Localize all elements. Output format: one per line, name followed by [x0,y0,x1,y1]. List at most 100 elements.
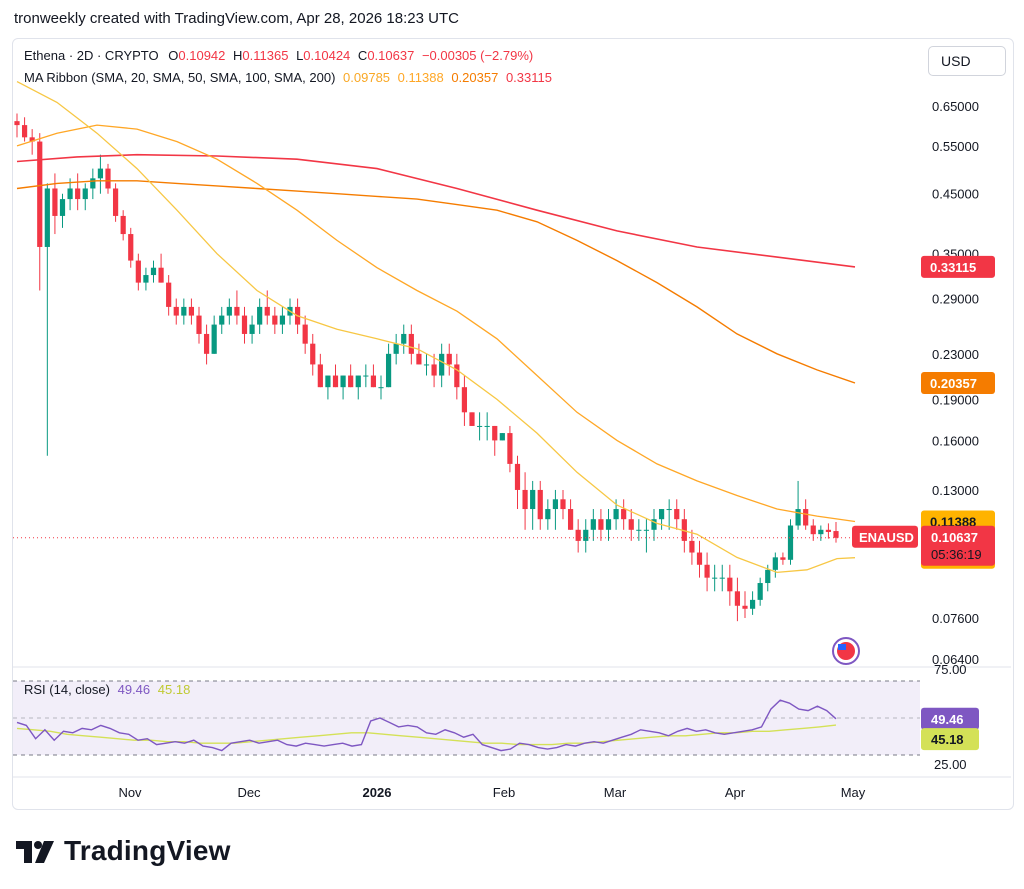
candle-body [810,525,816,535]
candle-body [112,188,119,216]
sma100-line [16,180,856,384]
candle-body [211,324,217,354]
candle-body [666,509,672,511]
price-axis-label-8: 0.13000 [932,483,979,498]
sma50-line [16,124,856,523]
candle-body [317,364,323,388]
candle-body [484,425,490,427]
sma50-value: 0.11388 [397,70,444,85]
last-price-label: 0.10637 [931,530,978,545]
currency-button[interactable]: USD [928,46,1006,76]
time-axis-label-6: May [841,785,866,800]
symbol-label[interactable]: Ethena · 2D · CRYPTO [24,48,159,63]
candle-body [188,306,195,316]
open-label: O [168,48,179,63]
ma-ribbon-legend[interactable]: MA Ribbon (SMA, 20, SMA, 50, SMA, 100, S… [24,70,552,85]
candle-body [499,433,505,441]
candle-body [272,315,278,325]
candle-body [658,509,665,520]
candle-body [241,315,248,334]
candle-body [780,557,786,560]
candle-body [439,353,445,376]
candle-body [681,519,687,541]
candle-body [803,509,809,526]
sma20-line [16,81,856,574]
candle-body [628,519,634,530]
countdown-label: 05:36:19 [931,547,982,562]
rsi-axis-upper: 75.00 [934,662,967,677]
change-value: −0.00305 (−2.79%) [421,48,534,63]
candle-body [14,121,20,126]
candle-body [234,306,240,316]
time-axis-label-1: Dec [237,785,261,800]
price-axis-label-2: 0.45000 [932,187,979,202]
rsi-value-tag [921,707,979,730]
tradingview-logo-icon [16,841,54,863]
candle-body [408,333,414,354]
sma200-value: 0.33115 [505,70,552,85]
candle-body [378,387,384,389]
close-label: C [357,48,368,63]
candle-body [537,489,543,520]
time-axis-label-2: 2026 [363,785,392,800]
candle-body [567,509,574,530]
time-axis-label-4: Mar [604,785,627,800]
candle-body [279,315,286,325]
candle-body [818,529,824,535]
candle-body [393,343,399,354]
candle-body [575,529,581,541]
rsi-value: 49.46 [117,682,151,697]
rsi-title: RSI (14, close) [24,682,110,697]
candle-body [166,282,172,307]
candle-body [749,599,756,609]
candle-body [651,519,657,530]
last-price-tag [921,525,995,566]
candle-body [674,509,680,520]
rsi-ma-line [16,724,837,746]
candle-body [795,509,801,526]
candle-body [82,188,88,200]
rsi-value-tag-label: 49.46 [931,712,964,727]
candle-body [226,306,232,316]
candle-body [507,433,513,464]
candle-body [514,463,521,490]
candle-body [583,529,589,541]
candle-body [765,569,771,584]
candle-body [257,306,263,325]
price-tag-label-1: 0.20357 [930,376,977,391]
price-tag-label-0: 0.33115 [930,260,976,275]
candle-body [97,168,104,179]
candle-body [416,353,422,365]
candle-body [492,425,498,441]
chart-header: tronweekly created with TradingView.com,… [14,10,459,27]
rsi-legend[interactable]: RSI (14, close) 49.46 45.18 [24,682,190,697]
candle-body [401,333,407,344]
high-label: H [233,48,243,63]
candle-body [52,188,58,216]
candle-body [173,306,179,316]
ma-ribbon-title: MA Ribbon (SMA, 20, SMA, 50, SMA, 100, S… [24,70,336,85]
candle-body [787,525,794,560]
candle-body [355,375,361,388]
candle-body [742,605,748,609]
candle-body [476,425,483,427]
candle-body [530,489,536,510]
candle-body [105,168,111,189]
price-tag-label-2: 0.11388 [930,515,976,530]
candle-body [196,315,202,334]
candle-body [598,519,604,530]
candle-body [605,519,612,530]
candle-body [340,375,346,388]
price-tag-1 [921,371,995,394]
candle-body [120,215,126,235]
candle-body [21,125,28,138]
low-label: L [296,48,304,63]
price-axis-label-1: 0.55000 [932,139,979,154]
candle-body [363,375,369,377]
symbol-tag [852,525,918,548]
close-value: 0.10637 [367,48,415,63]
candle-body [712,577,718,579]
candle-body [310,343,316,365]
sma100-value: 0.20357 [451,70,499,85]
